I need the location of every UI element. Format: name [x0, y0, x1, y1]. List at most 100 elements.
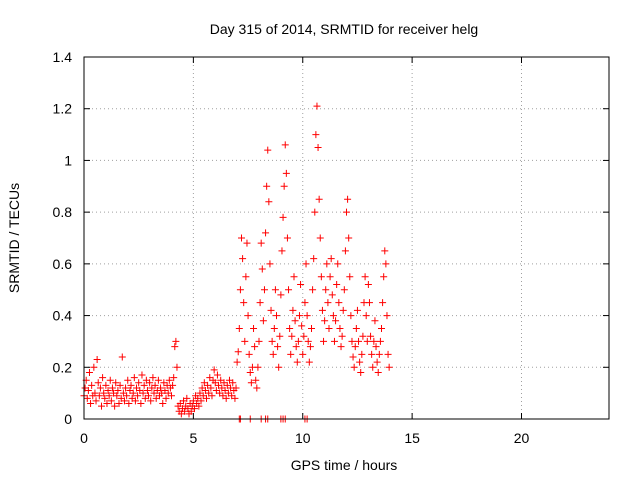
- data-point: [222, 394, 230, 402]
- data-point: [269, 350, 277, 358]
- data-point: [165, 376, 173, 384]
- data-point: [320, 337, 328, 345]
- data-point: [90, 363, 98, 371]
- data-point: [380, 273, 388, 281]
- data-point: [104, 387, 112, 395]
- data-point: [151, 381, 159, 389]
- data-point: [123, 392, 131, 400]
- data-point: [173, 363, 181, 371]
- data-point: [373, 358, 381, 366]
- y-tick-label: 0: [64, 411, 72, 427]
- data-point: [374, 368, 382, 376]
- data-point: [349, 353, 357, 361]
- data-point: [118, 353, 126, 361]
- data-point: [313, 102, 321, 110]
- y-tick-label: 1.4: [53, 49, 73, 65]
- data-point: [99, 374, 107, 382]
- data-point: [324, 299, 332, 307]
- x-axis-title: GPS time / hours: [291, 457, 398, 473]
- data-point: [253, 384, 261, 392]
- data-point: [305, 358, 313, 366]
- data-point: [345, 234, 353, 242]
- data-point: [306, 343, 314, 351]
- data-point: [336, 325, 344, 332]
- data-point: [122, 384, 130, 392]
- data-point: [289, 306, 297, 314]
- data-point: [348, 337, 356, 345]
- data-point: [139, 389, 147, 397]
- data-point: [190, 405, 198, 413]
- data-point: [116, 381, 124, 389]
- data-point: [322, 286, 330, 294]
- data-point: [251, 343, 259, 351]
- data-point: [259, 317, 267, 325]
- data-point: [197, 397, 205, 405]
- data-point: [285, 286, 293, 294]
- data-point: [235, 325, 243, 332]
- data-point: [258, 265, 266, 273]
- data-point: [298, 322, 306, 330]
- data-point: [101, 394, 109, 402]
- data-point: [102, 381, 110, 389]
- data-point: [384, 350, 392, 358]
- data-point: [113, 392, 121, 400]
- data-point: [231, 394, 239, 402]
- data-point: [234, 348, 242, 356]
- data-point: [111, 402, 119, 410]
- data-point: [357, 368, 365, 376]
- data-point: [294, 337, 302, 345]
- data-point: [239, 255, 247, 263]
- data-point: [315, 195, 323, 203]
- y-tick-label: 0.8: [53, 204, 73, 220]
- data-point: [250, 325, 258, 332]
- data-point: [330, 337, 338, 345]
- data-point: [275, 363, 283, 371]
- y-axis-title: SRMTID / TECUs: [6, 183, 22, 293]
- data-point: [146, 379, 154, 387]
- data-point: [385, 363, 393, 371]
- data-point: [263, 182, 271, 190]
- data-point: [252, 376, 260, 384]
- data-point: [335, 299, 343, 307]
- data-point: [279, 213, 287, 221]
- data-point: [85, 368, 93, 376]
- y-tick-label: 1.2: [53, 101, 73, 117]
- data-point: [341, 247, 349, 255]
- data-point: [283, 234, 291, 242]
- data-point: [134, 392, 142, 400]
- data-point: [84, 387, 92, 395]
- data-point: [340, 286, 348, 294]
- data-point: [300, 332, 308, 340]
- data-point: [301, 299, 309, 307]
- data-point: [281, 141, 289, 149]
- data-point: [328, 291, 336, 299]
- data-point: [127, 381, 135, 389]
- data-point: [169, 381, 177, 389]
- data-point: [229, 379, 237, 387]
- data-point: [168, 392, 175, 400]
- data-point: [337, 343, 345, 351]
- data-point: [344, 195, 352, 203]
- data-point: [149, 374, 157, 382]
- data-point: [327, 255, 335, 263]
- data-point: [287, 350, 295, 358]
- data-point: [292, 343, 300, 351]
- y-tick-label: 0.4: [53, 308, 73, 324]
- data-point: [264, 146, 272, 154]
- data-point: [303, 312, 311, 320]
- data-point: [245, 350, 253, 358]
- data-point: [271, 286, 279, 294]
- data-point: [381, 247, 389, 255]
- axis-ticks: [83, 56, 609, 420]
- data-point: [316, 234, 324, 242]
- data-point: [131, 397, 139, 405]
- data-point: [339, 306, 347, 314]
- data-point: [370, 337, 378, 345]
- data-point: [326, 273, 334, 281]
- data-point: [274, 343, 282, 351]
- data-point: [367, 332, 375, 340]
- data-point: [162, 394, 170, 402]
- data-point: [124, 376, 132, 384]
